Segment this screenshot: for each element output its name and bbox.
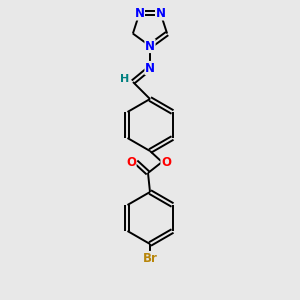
Text: Br: Br [142, 251, 158, 265]
Text: H: H [120, 74, 130, 84]
Text: O: O [126, 155, 136, 169]
Text: N: N [134, 7, 144, 20]
Text: N: N [156, 7, 166, 20]
Text: O: O [161, 155, 171, 169]
Text: N: N [145, 40, 155, 52]
Text: N: N [145, 61, 155, 74]
